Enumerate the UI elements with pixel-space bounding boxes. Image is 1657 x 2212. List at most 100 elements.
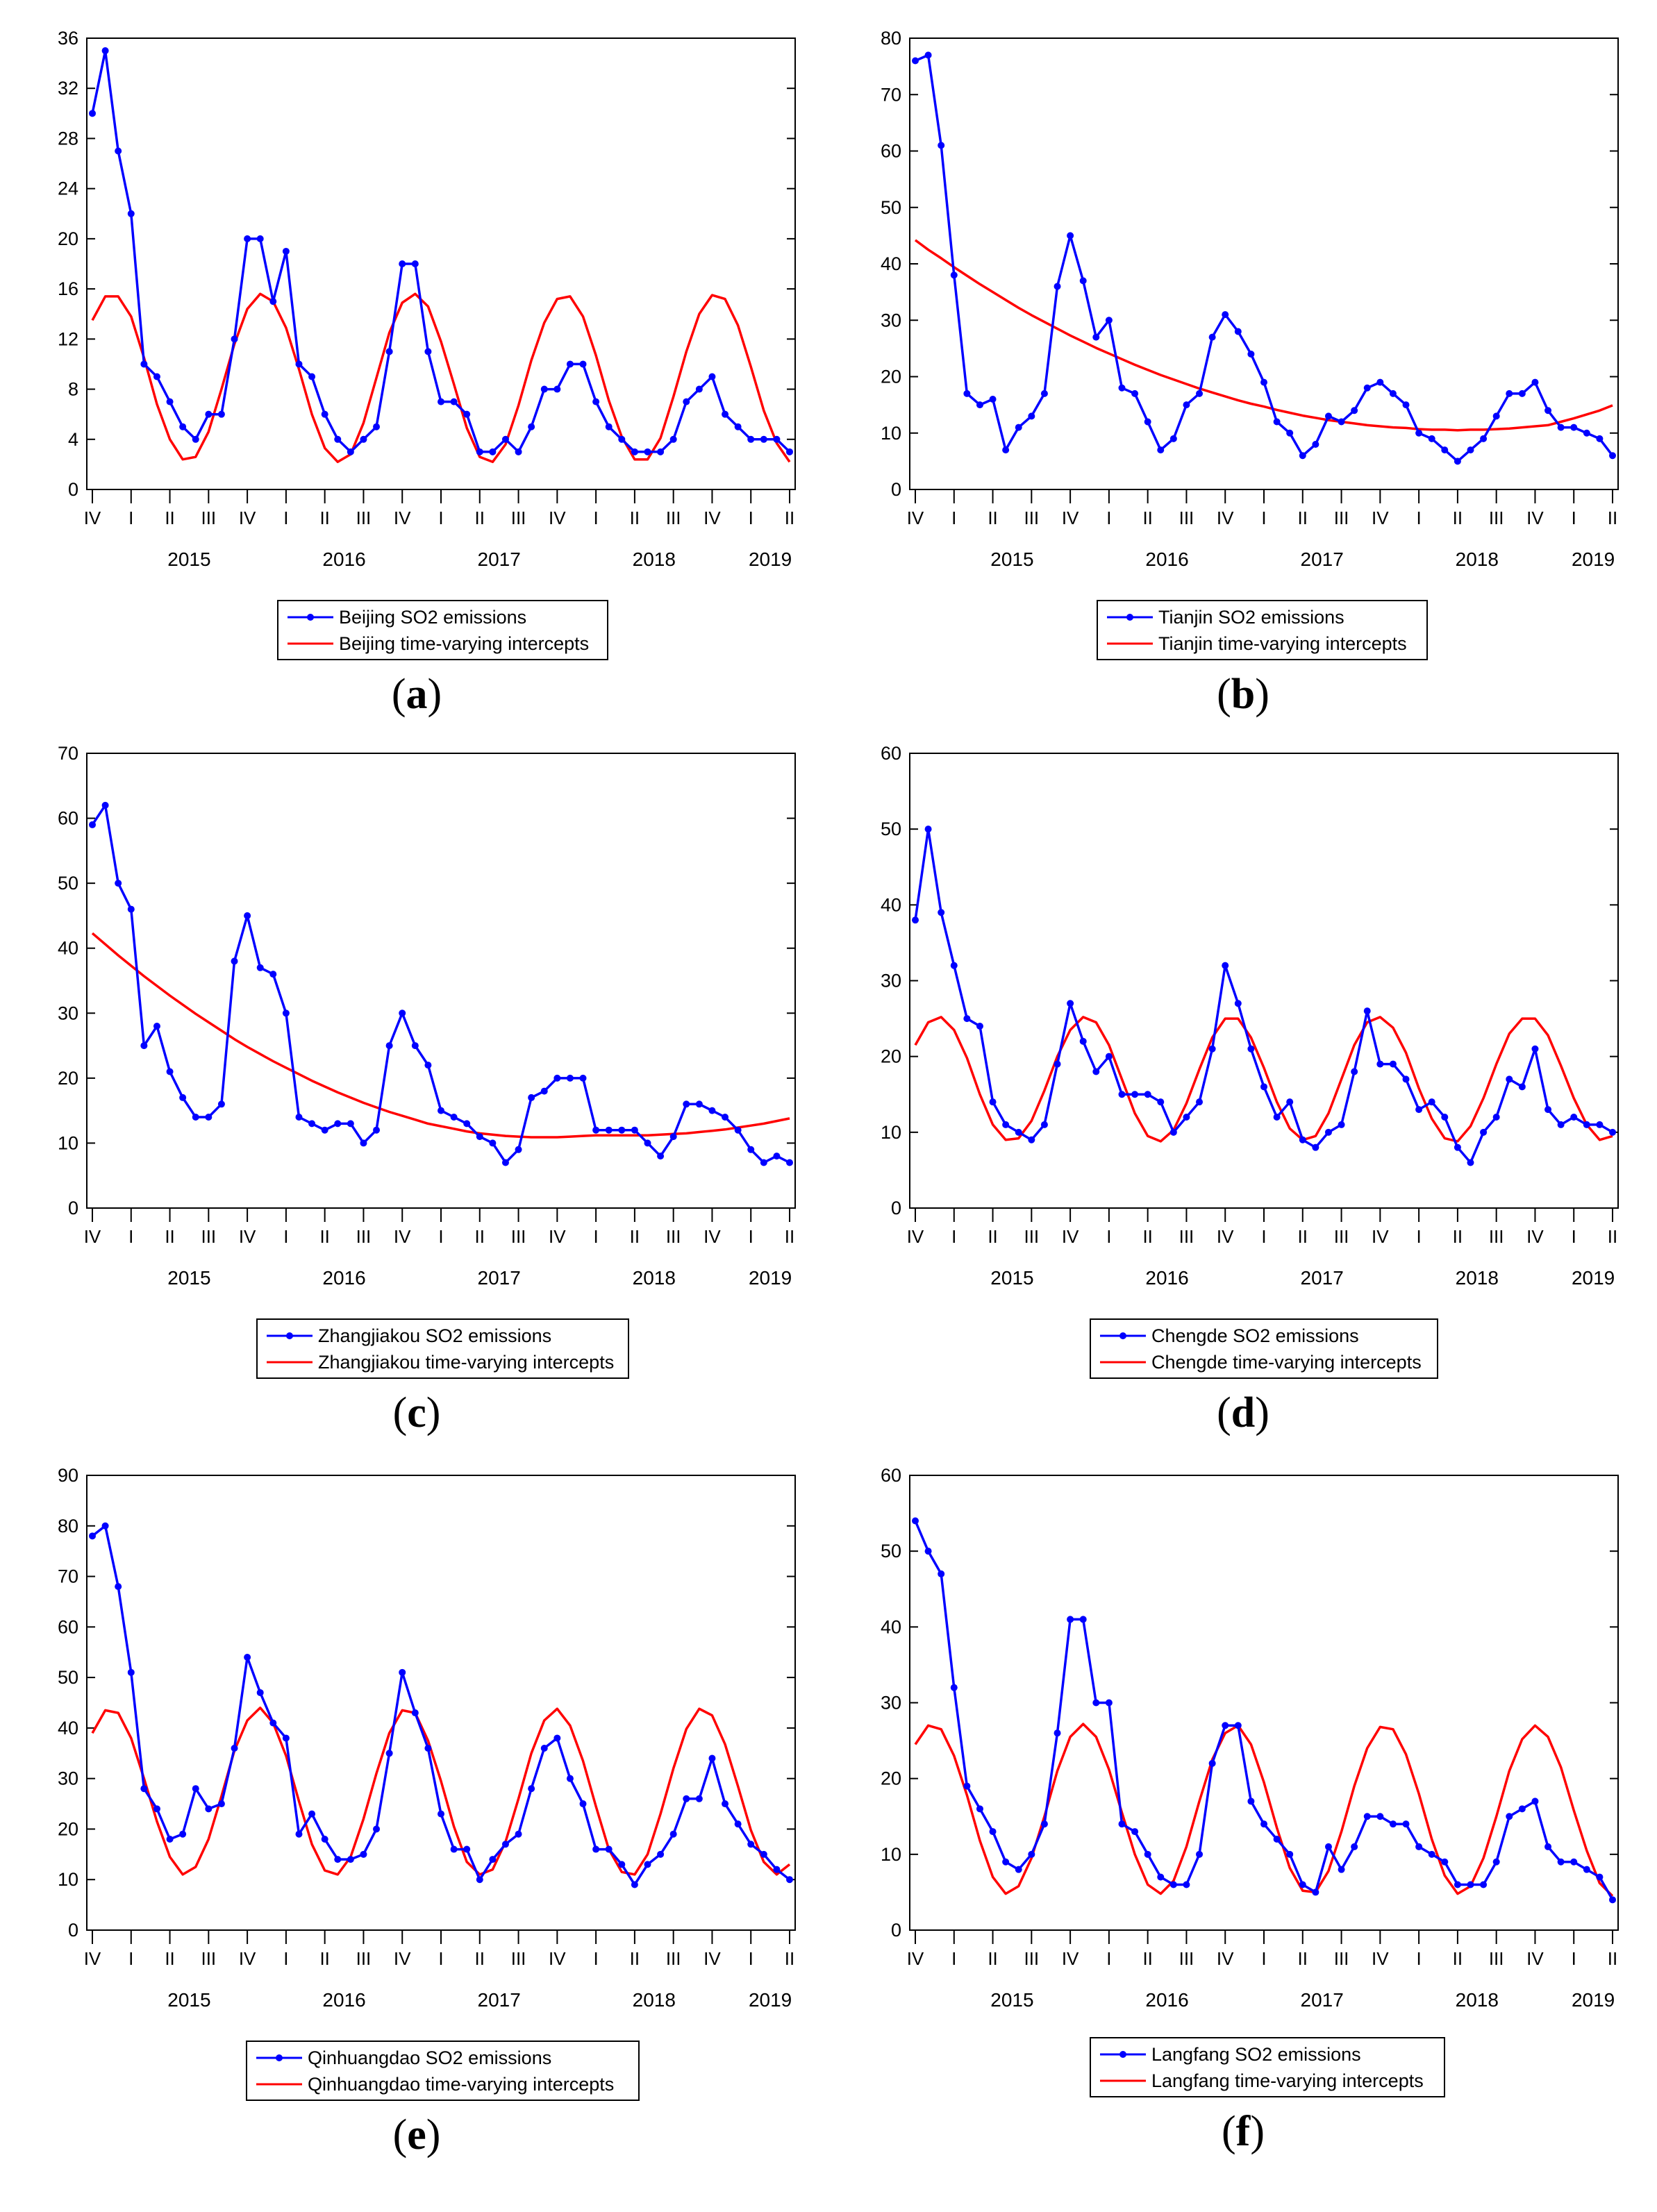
x-tick-label: III [1489, 1226, 1504, 1247]
data-point [438, 1107, 444, 1114]
year-label: 2017 [478, 1989, 521, 2011]
data-point [912, 57, 919, 65]
data-point [1015, 1866, 1022, 1873]
data-point [295, 1114, 303, 1121]
data-point [1596, 1121, 1604, 1128]
x-tick-label: IV [907, 508, 924, 528]
data-point [669, 435, 677, 443]
data-point [1557, 1858, 1565, 1866]
series-line-intercepts [914, 239, 1613, 432]
data-point [1467, 1881, 1474, 1888]
data-point [321, 1126, 328, 1134]
data-point [1299, 452, 1306, 460]
data-point [166, 1836, 174, 1843]
data-point [424, 1745, 432, 1752]
data-point [1583, 1866, 1590, 1873]
data-point [321, 410, 328, 418]
data-point [476, 1133, 483, 1141]
x-tick-label: I [951, 1948, 956, 1969]
data-point [1480, 435, 1488, 442]
data-point [747, 435, 755, 443]
data-point [1222, 311, 1229, 319]
data-point [976, 1805, 983, 1813]
series-line-emissions [914, 1520, 1614, 1901]
data-point [1454, 1143, 1461, 1151]
x-tick-label: I [438, 508, 443, 528]
data-point [786, 1159, 793, 1166]
data-point [1247, 1045, 1255, 1053]
x-tick-label: II [475, 1226, 485, 1247]
data-point [127, 905, 135, 913]
data-point [1402, 1820, 1410, 1828]
data-point [463, 410, 471, 418]
data-point [528, 423, 535, 430]
x-tick-label: IV [239, 508, 256, 528]
data-point [1002, 446, 1010, 454]
legend-box [1097, 600, 1428, 660]
x-tick-label: II [630, 1948, 640, 1969]
panel-label: (a) [392, 671, 442, 718]
data-point [631, 448, 638, 455]
data-point [1028, 412, 1035, 420]
x-tick-label: III [1334, 1226, 1349, 1247]
data-point [1040, 1820, 1048, 1828]
data-point [450, 1114, 458, 1121]
data-point [244, 1654, 251, 1661]
data-point [1208, 333, 1216, 341]
data-point [1351, 1068, 1358, 1075]
x-tick-label: I [1106, 1226, 1111, 1247]
data-point [1583, 429, 1590, 437]
x-tick-label: IV [1372, 1948, 1389, 1969]
series-line-emissions [91, 1525, 791, 1886]
x-tick-label: IV [1526, 1948, 1544, 1969]
x-tick-label: IV [394, 1948, 411, 1969]
data-point [618, 1861, 626, 1868]
data-point [976, 401, 983, 409]
data-point [1222, 962, 1229, 969]
data-point [101, 47, 109, 55]
data-point [631, 1126, 638, 1134]
panel-label: (e) [393, 2111, 441, 2159]
y-tick-label: 60 [58, 1616, 78, 1637]
data-point [153, 373, 160, 380]
x-tick-label: IV [1062, 1948, 1079, 1969]
data-point [1169, 435, 1177, 442]
x-tick-label: IV [549, 1226, 566, 1247]
x-tick-label: I [1106, 508, 1111, 528]
y-tick-label: 10 [881, 1122, 901, 1143]
x-tick-label: I [1261, 1226, 1266, 1247]
y-tick-label: 50 [881, 197, 901, 218]
y-tick-label: 12 [58, 328, 78, 349]
data-point [489, 448, 497, 455]
x-tick-label: II [319, 1948, 329, 1969]
x-tick-label: I [1416, 1226, 1421, 1247]
data-point [192, 1785, 199, 1793]
x-tick-label: III [356, 1948, 372, 1969]
data-point [385, 1042, 393, 1050]
panel-letter: e [407, 2111, 426, 2159]
year-label: 2016 [322, 548, 365, 570]
data-point [669, 1133, 677, 1141]
x-tick-label: III [356, 508, 372, 528]
year-label: 2015 [990, 1989, 1033, 2011]
data-point [1144, 1850, 1151, 1858]
y-tick-label: 0 [68, 1198, 78, 1218]
y-tick-label: 0 [891, 479, 901, 500]
data-point [1454, 1881, 1461, 1888]
year-label: 2018 [1456, 1267, 1499, 1289]
data-point [295, 1830, 303, 1838]
data-point [976, 1023, 983, 1030]
data-point [1079, 1037, 1087, 1045]
x-tick-label: IV [1526, 1226, 1544, 1247]
data-point [399, 1668, 406, 1676]
series-line-emissions [914, 828, 1613, 1164]
series-line-intercepts [91, 1707, 791, 1876]
data-point [373, 1825, 381, 1833]
data-point [1286, 1850, 1294, 1858]
data-point [1067, 1000, 1074, 1007]
x-tick-label: IV [549, 1948, 566, 1969]
data-point [1260, 1820, 1267, 1828]
data-point [1570, 424, 1578, 431]
x-tick-label: I [951, 1226, 956, 1247]
